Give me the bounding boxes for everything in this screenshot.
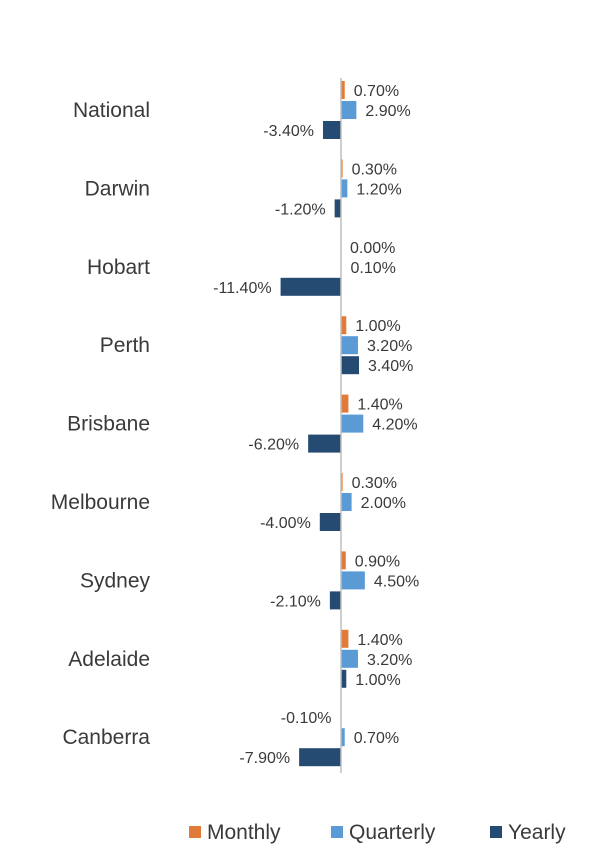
data-label-monthly-darwin: 0.30% <box>352 161 397 178</box>
bar-monthly-sydney <box>341 551 346 570</box>
data-label-yearly-darwin: -1.20% <box>275 201 326 218</box>
data-label-quarterly-darwin: 1.20% <box>356 181 401 198</box>
bar-monthly-brisbane <box>341 394 349 413</box>
bar-quarterly-melbourne <box>341 493 352 511</box>
legend-label-monthly: Monthly <box>207 821 281 844</box>
category-labels-group: National Darwin Hobart Perth Brisbane Melbour… <box>51 99 151 749</box>
bar-quarterly-brisbane <box>341 414 364 433</box>
category-label-melbourne: Melbourne <box>51 491 150 514</box>
bar-quarterly-darwin <box>341 179 348 198</box>
bar-quarterly-sydney <box>341 571 365 590</box>
data-label-quarterly-hobart: 0.10% <box>351 260 396 277</box>
value-labels-group: 0.70% 2.90% -3.40% 0.30% 1.20% -1.20% 0.00% 0.1… <box>213 83 419 767</box>
bar-monthly-melbourne <box>341 473 343 491</box>
bar-monthly-perth <box>341 316 347 335</box>
bar-yearly-melbourne <box>319 513 341 531</box>
bar-yearly-national <box>322 121 341 139</box>
legend: Monthly Quarterly Yearly <box>189 821 566 844</box>
data-label-yearly-canberra: -7.90% <box>239 750 290 767</box>
bar-yearly-sydney <box>329 591 341 610</box>
data-label-yearly-national: -3.40% <box>263 123 314 140</box>
bar-monthly-adelaide <box>341 629 349 648</box>
bar-quarterly-national <box>341 101 357 119</box>
data-label-yearly-perth: 3.40% <box>368 358 413 375</box>
data-label-quarterly-national: 2.90% <box>365 103 410 120</box>
bar-yearly-brisbane <box>308 434 341 453</box>
data-label-quarterly-melbourne: 2.00% <box>361 495 406 512</box>
data-label-yearly-hobart: -11.40% <box>213 280 271 297</box>
bar-quarterly-canberra <box>341 728 345 747</box>
data-label-yearly-melbourne: -4.00% <box>260 515 311 532</box>
category-label-hobart: Hobart <box>87 256 150 279</box>
category-label-national: National <box>73 99 150 122</box>
data-label-monthly-sydney: 0.90% <box>355 553 400 570</box>
bar-quarterly-adelaide <box>341 649 358 668</box>
data-label-quarterly-sydney: 4.50% <box>374 573 419 590</box>
data-label-monthly-perth: 1.00% <box>355 318 400 335</box>
data-label-yearly-adelaide: 1.00% <box>355 672 400 689</box>
category-label-canberra: Canberra <box>62 726 150 749</box>
data-label-monthly-brisbane: 1.40% <box>357 397 402 414</box>
legend-swatch-monthly <box>189 826 201 838</box>
category-label-brisbane: Brisbane <box>67 413 150 436</box>
category-label-adelaide: Adelaide <box>68 648 150 671</box>
bars-group <box>280 81 365 767</box>
bar-monthly-national <box>341 81 345 99</box>
bar-monthly-darwin <box>341 159 343 178</box>
category-label-perth: Perth <box>100 334 150 357</box>
category-label-darwin: Darwin <box>85 177 150 200</box>
data-label-monthly-adelaide: 1.40% <box>357 632 402 649</box>
bar-yearly-perth <box>341 356 360 375</box>
data-label-monthly-national: 0.70% <box>354 83 399 100</box>
data-label-quarterly-perth: 3.20% <box>367 338 412 355</box>
data-label-quarterly-canberra: 0.70% <box>354 730 399 747</box>
data-label-yearly-sydney: -2.10% <box>270 593 321 610</box>
legend-swatch-quarterly <box>331 826 343 838</box>
category-label-sydney: Sydney <box>80 569 151 592</box>
bar-yearly-hobart <box>280 277 341 296</box>
data-label-quarterly-brisbane: 4.20% <box>372 417 417 434</box>
data-label-yearly-brisbane: -6.20% <box>248 437 299 454</box>
data-label-monthly-hobart: 0.00% <box>350 240 395 257</box>
data-label-monthly-canberra: -0.10% <box>281 710 332 727</box>
bar-yearly-canberra <box>299 748 341 767</box>
bar-yearly-adelaide <box>341 669 347 688</box>
bar-yearly-darwin <box>334 199 341 218</box>
bar-quarterly-perth <box>341 336 358 355</box>
legend-label-quarterly: Quarterly <box>349 821 436 844</box>
legend-label-yearly: Yearly <box>508 821 566 844</box>
data-label-monthly-melbourne: 0.30% <box>352 475 397 492</box>
legend-swatch-yearly <box>490 826 502 838</box>
data-label-quarterly-adelaide: 3.20% <box>367 652 412 669</box>
